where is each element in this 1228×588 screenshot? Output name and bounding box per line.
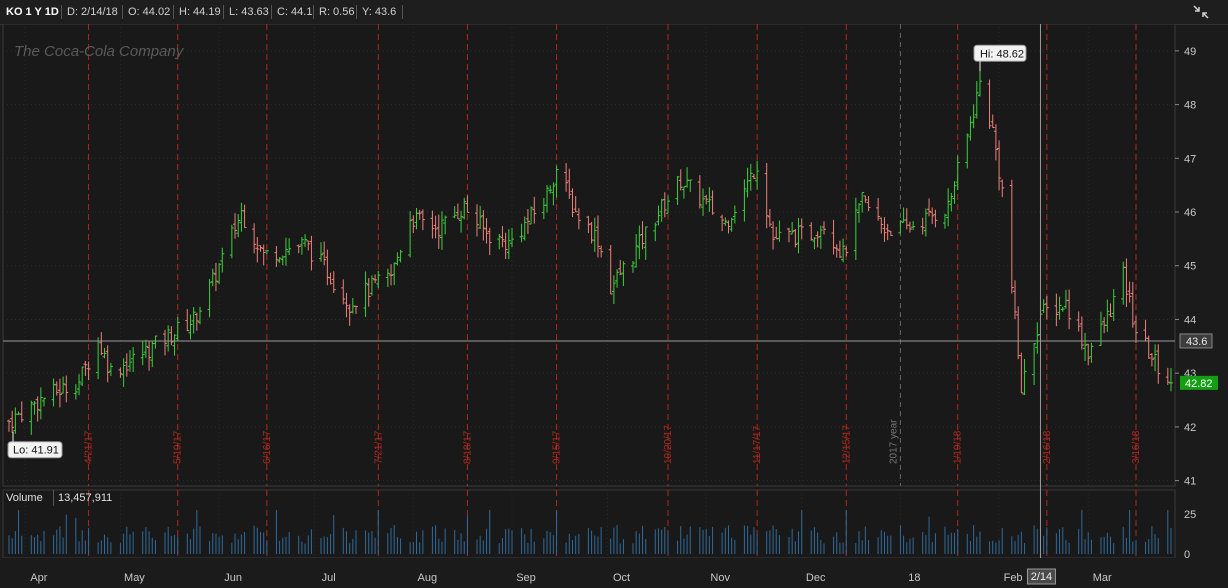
crosshair-date-box: [1026, 568, 1056, 585]
chart-header: KO 1 Y 1D D: 2/14/18 O: 44.02 H: 44.19 L…: [0, 0, 1228, 25]
event-label: 2/16/18: [1042, 430, 1053, 464]
month-label: Dec: [806, 572, 826, 584]
collapse-arrows-icon[interactable]: [1192, 4, 1210, 20]
price-tick-label: 47: [1184, 153, 1196, 165]
price-tick-label: 41: [1184, 476, 1196, 488]
crosshair-price-box: [1179, 333, 1213, 349]
month-label: Feb: [1004, 572, 1023, 584]
header-divider: [402, 5, 403, 19]
event-lines-layer: 4/21/17 5/19/17 6/16/17 7/21/17 8/18/17 9/15/…: [84, 24, 1142, 558]
grid-layer: [0, 24, 1228, 582]
month-label: Nov: [710, 572, 730, 584]
year-label: 2017 year: [888, 419, 899, 464]
low-readout: L: 43.63: [229, 6, 269, 18]
month-label: 18: [908, 572, 920, 584]
range-readout: R: 0.56: [319, 6, 355, 18]
close-readout: C: 44.1: [277, 6, 313, 18]
time-axis-band: [0, 558, 1228, 582]
event-label: 1/19/18: [953, 430, 964, 464]
low-marker-label: Lo: 41.91: [13, 445, 59, 457]
price-tick-label: 48: [1184, 100, 1196, 112]
price-tick-label: 44: [1184, 314, 1196, 326]
label-layer: 42.82 Hi: 48.62 Lo: 41.91: [7, 44, 1218, 459]
volume-tick-label: 0: [1184, 549, 1190, 561]
event-label: 5/19/17: [173, 430, 184, 464]
low-marker-box: [7, 441, 63, 459]
price-tick-label: 46: [1184, 207, 1196, 219]
header-divider: [271, 5, 272, 19]
month-label: May: [124, 572, 145, 584]
date-readout: D: 2/14/18: [67, 6, 118, 18]
price-bars-layer: [7, 71, 1173, 435]
event-label: 10/20/17: [663, 425, 674, 464]
header-divider: [173, 5, 174, 19]
header-divider: [61, 5, 62, 19]
header-divider: [122, 5, 123, 19]
volume-bars-layer: [8, 510, 1172, 554]
month-label: Jul: [322, 572, 336, 584]
crosshair-price-label: 43.6: [1186, 336, 1207, 348]
watermark-logo: The Coca-Cola Company: [14, 43, 185, 60]
header-divider: [356, 5, 357, 19]
crosshair-layer: 43.6 2/14: [3, 24, 1213, 585]
header-divider: [313, 5, 314, 19]
event-label: 12/15/17: [841, 425, 852, 464]
month-label: Jun: [224, 572, 242, 584]
month-label: Mar: [1093, 572, 1112, 584]
month-label: Apr: [30, 572, 47, 584]
y-readout: Y: 43.6: [362, 6, 397, 18]
volume-label: Volume: [6, 492, 43, 504]
last-price-label: 42.82: [1185, 378, 1213, 390]
month-label: Aug: [418, 572, 438, 584]
price-panel: [2, 24, 1176, 487]
event-label: 8/18/17: [462, 430, 473, 464]
price-tick-label: 45: [1184, 261, 1196, 273]
event-label: 4/21/17: [84, 430, 95, 464]
open-readout: O: 44.02: [128, 6, 171, 18]
event-label: 9/15/17: [552, 430, 563, 464]
volume-tick-label: 25: [1184, 509, 1196, 521]
event-label: 7/21/17: [373, 430, 384, 464]
event-label: 6/16/17: [262, 430, 273, 464]
price-tick-label: 49: [1184, 46, 1196, 58]
month-label: Sep: [516, 572, 536, 584]
header-divider: [223, 5, 224, 19]
last-price-box: [1180, 375, 1218, 390]
high-readout: H: 44.19: [179, 6, 221, 18]
high-marker-label: Hi: 48.62: [980, 48, 1024, 60]
high-marker-box: [973, 44, 1027, 62]
crosshair-date-label: 2/14: [1031, 571, 1052, 583]
symbol-label[interactable]: KO 1 Y 1D: [6, 6, 59, 18]
volume-value: 13,457,911: [58, 492, 113, 504]
volume-divider: [53, 490, 54, 506]
event-label: 11/17/17: [752, 425, 763, 464]
price-tick-label: 42: [1184, 422, 1196, 434]
event-label: 3/16/18: [1131, 430, 1142, 464]
month-label: Oct: [613, 572, 630, 584]
price-volume-chart[interactable]: 4/21/17 5/19/17 6/16/17 7/21/17 8/18/17 9/15/…: [0, 24, 1228, 588]
